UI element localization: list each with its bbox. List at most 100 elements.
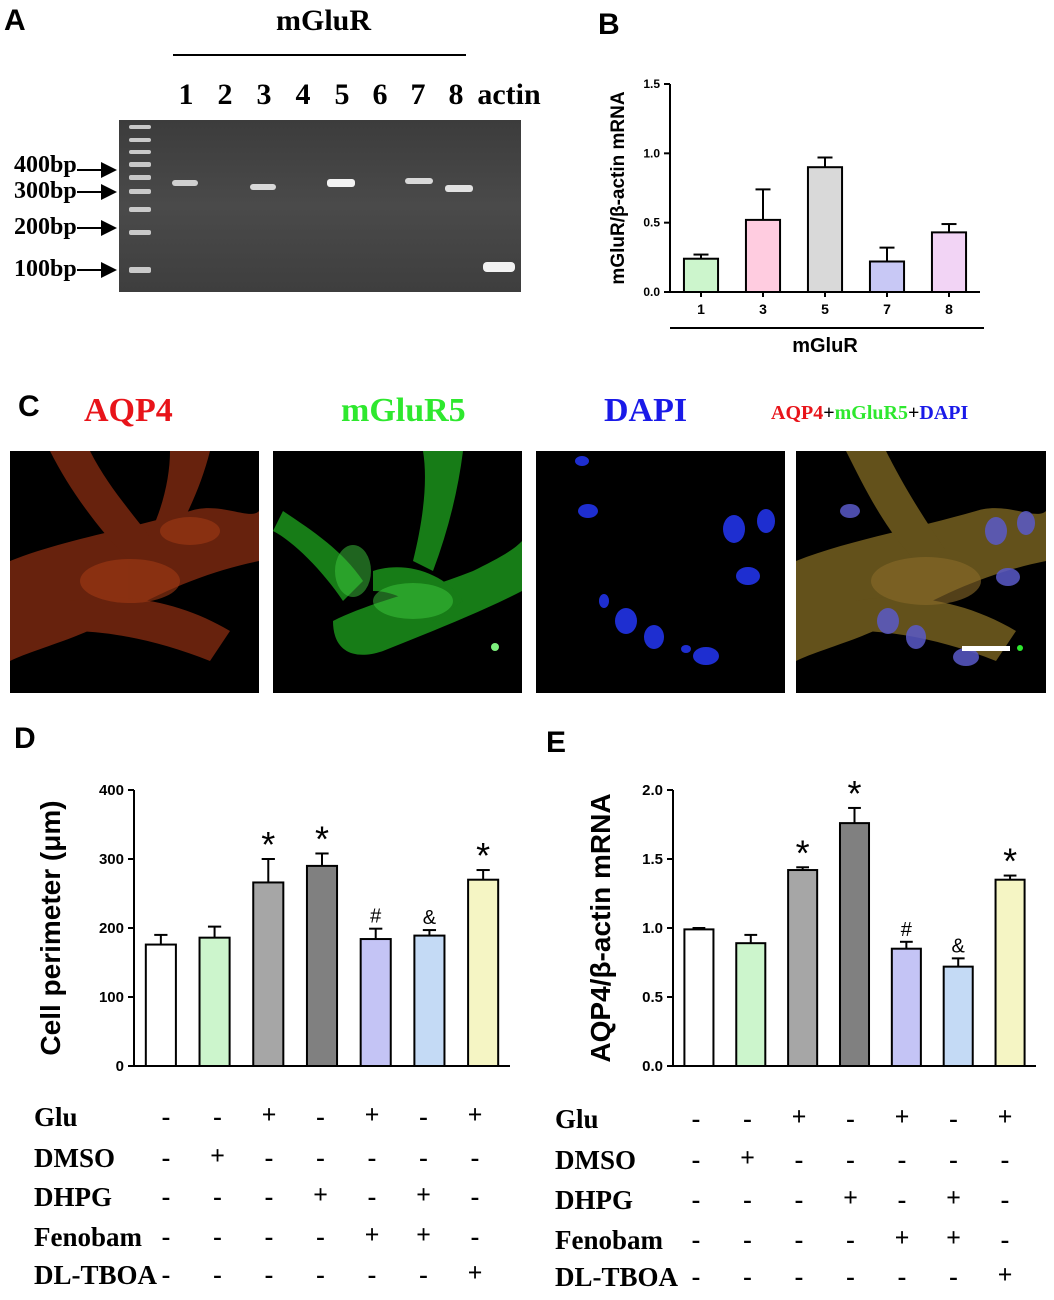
gel-lane-label: 5 xyxy=(334,78,350,111)
treatment-symbol: + xyxy=(791,1102,807,1131)
treatment-label: DMSO xyxy=(34,1143,115,1173)
label-dapi: DAPI xyxy=(604,392,688,429)
gel-marker-label: 400bp xyxy=(14,152,77,178)
treatment-symbol: - xyxy=(419,1143,428,1172)
treatment-symbol: + xyxy=(364,1220,380,1249)
y-tick-label: 2.0 xyxy=(642,782,663,799)
treatment-symbol: - xyxy=(470,1222,480,1251)
treatment-symbol: + xyxy=(740,1143,755,1172)
significance-mark: * xyxy=(476,835,490,876)
treatment-symbol: - xyxy=(794,1185,804,1214)
treatment-symbol: - xyxy=(367,1260,377,1289)
significance-mark: & xyxy=(952,935,966,957)
treatment-symbol: - xyxy=(264,1182,274,1211)
bar xyxy=(868,260,906,293)
treatment-symbol: - xyxy=(743,1225,752,1254)
treatment-symbol: - xyxy=(897,1262,907,1291)
treatment-symbol: - xyxy=(691,1145,701,1174)
y-tick-label: 0.5 xyxy=(642,989,663,1006)
label-aqp4: AQP4 xyxy=(84,392,173,429)
treatment-symbol: + xyxy=(997,1260,1013,1289)
treatment-symbol: - xyxy=(691,1185,701,1214)
treatment-symbol: + xyxy=(894,1102,910,1131)
x-tick-label: 1 xyxy=(697,301,705,317)
treatment-symbol: - xyxy=(691,1104,701,1133)
treatment-label: DL-TBOA xyxy=(34,1260,158,1290)
chart-e: 0.0 0.5 1.0 1.5 2.0 AQP4/β-actin mRNA * * # & * xyxy=(585,773,1036,1075)
treatment-symbol: - xyxy=(213,1260,222,1289)
gel-lane-label: 7 xyxy=(410,78,426,111)
chart-b: 0.0 0.5 1.0 1.5 mGluR/β-actin mRNA 1 3 5 7 8 mGluR xyxy=(608,77,984,357)
bar xyxy=(359,938,392,1067)
treatment-symbol: - xyxy=(161,1143,171,1172)
gel-marker-label: 100bp xyxy=(14,256,77,282)
treatment-symbol: - xyxy=(470,1143,480,1172)
y-tick-label: 0.0 xyxy=(642,1058,663,1075)
y-tick-label: 100 xyxy=(99,989,124,1006)
micrograph-aqp4 xyxy=(10,451,259,693)
micrograph-dapi xyxy=(536,451,785,693)
significance-mark: * xyxy=(315,818,329,859)
bar xyxy=(144,943,177,1067)
y-axis-label: Cell perimeter (μm) xyxy=(35,800,66,1055)
y-tick-label: 400 xyxy=(99,782,124,799)
treatment-symbol: - xyxy=(213,1222,222,1251)
treatment-symbol: - xyxy=(846,1104,855,1133)
gel-marker-arrows xyxy=(77,162,117,278)
treatment-symbol: + xyxy=(843,1183,858,1212)
gel-marker-label: 300bp xyxy=(14,178,77,204)
panel-b-label: B xyxy=(598,8,620,41)
treatment-symbol: - xyxy=(846,1225,855,1254)
bar xyxy=(744,218,782,293)
merge-mglur5: mGluR5 xyxy=(834,402,908,424)
y-tick-label: 1.0 xyxy=(643,146,660,160)
bar xyxy=(838,822,871,1068)
y-tick-label: 0 xyxy=(116,1058,124,1075)
x-tick-label: 7 xyxy=(883,301,891,317)
treatment-symbol: + xyxy=(210,1141,225,1170)
treatment-label: DHPG xyxy=(555,1185,633,1215)
treatment-symbol: - xyxy=(1000,1145,1010,1174)
micrograph-merge xyxy=(796,451,1046,693)
treatment-label: DHPG xyxy=(34,1182,112,1212)
scale-bar xyxy=(962,646,1010,651)
treatment-symbol: - xyxy=(794,1145,804,1174)
significance-mark: # xyxy=(901,919,913,941)
significance-mark: * xyxy=(847,773,861,814)
panel-e-label: E xyxy=(546,726,567,759)
treatment-symbol: - xyxy=(470,1182,480,1211)
treatment-symbol: - xyxy=(419,1102,428,1131)
treatment-symbol: - xyxy=(897,1145,907,1174)
treatment-symbol: - xyxy=(316,1102,325,1131)
label-merge: AQP4+mGluR5+DAPI xyxy=(771,402,968,425)
bar xyxy=(198,936,231,1067)
gel-lane-label: 4 xyxy=(295,78,311,111)
x-axis-label: mGluR xyxy=(792,335,858,357)
treatment-symbol: - xyxy=(316,1143,325,1172)
treatment-symbol: + xyxy=(467,1258,483,1287)
gel-lane-label: actin xyxy=(477,78,541,111)
y-tick-label: 300 xyxy=(99,851,124,868)
treatment-symbol: - xyxy=(419,1260,428,1289)
y-tick-label: 1.0 xyxy=(642,920,663,937)
bar xyxy=(467,878,500,1067)
treatment-label: Fenobam xyxy=(555,1225,663,1255)
treatment-label: DMSO xyxy=(555,1145,636,1175)
treatment-symbol: - xyxy=(1000,1185,1010,1214)
treatment-symbol: - xyxy=(897,1185,907,1214)
treatment-symbol: - xyxy=(794,1225,804,1254)
treatment-symbol: - xyxy=(949,1104,958,1133)
treatment-symbol: + xyxy=(894,1223,910,1252)
significance-mark: & xyxy=(423,907,437,929)
treatment-symbol: + xyxy=(946,1223,961,1252)
bar xyxy=(305,864,339,1068)
treatment-label: DL-TBOA xyxy=(555,1262,679,1292)
treatment-symbol: - xyxy=(794,1262,804,1291)
treatment-symbol: - xyxy=(213,1102,222,1131)
merge-aqp4: AQP4 xyxy=(771,402,824,424)
y-tick-label: 1.5 xyxy=(642,851,663,868)
y-tick-label: 200 xyxy=(99,920,124,937)
merge-dapi: DAPI xyxy=(919,402,969,424)
treatment-symbol: - xyxy=(316,1222,325,1251)
gel-lane-label: 2 xyxy=(217,78,233,111)
